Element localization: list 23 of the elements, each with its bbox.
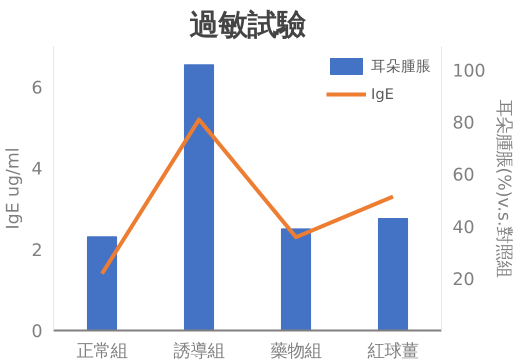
- y-tick-label: 4: [31, 160, 43, 180]
- chart-title: 過敏試驗: [190, 8, 306, 42]
- legend-label: 耳朵腫脹: [371, 56, 431, 76]
- y2-tick-label: 100: [452, 61, 486, 82]
- x-tick-label: 誘導組: [174, 342, 224, 362]
- y2-axis-title: 耳朵腫脹(%)v.s.對照組: [494, 100, 514, 278]
- legend-label: IgE: [371, 86, 394, 102]
- bar: [86, 236, 118, 330]
- y-axis-title: IgE ug/ml: [3, 147, 24, 230]
- y2-tick-label: 40: [452, 218, 475, 238]
- y2-tick-label: 20: [452, 270, 475, 290]
- bar: [184, 64, 214, 330]
- y2-tick-label: 80: [452, 114, 475, 134]
- bar: [280, 228, 312, 330]
- y-tick-label: 0: [31, 322, 43, 342]
- y2-tick-label: 60: [452, 166, 475, 186]
- line-series: [100, 118, 395, 276]
- y-tick-label: 6: [31, 78, 43, 99]
- bar: [378, 218, 408, 330]
- y-tick-label: 2: [31, 240, 43, 261]
- x-tick-label: 藥物組: [270, 342, 322, 362]
- x-tick-label: 紅球薑: [368, 342, 418, 362]
- x-tick-label: 正常組: [76, 342, 128, 362]
